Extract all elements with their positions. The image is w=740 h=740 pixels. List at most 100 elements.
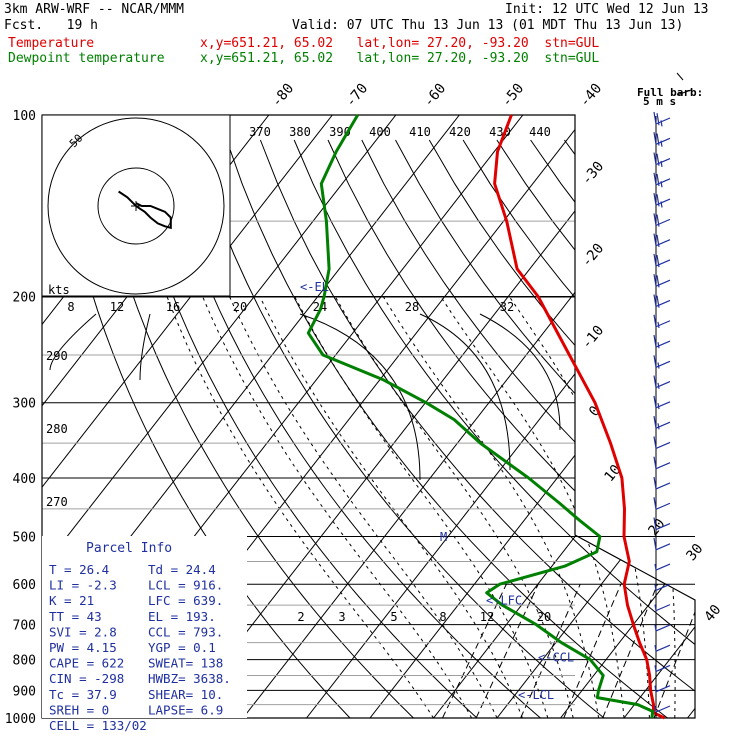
mixing-ratio-tick-label: 12: [480, 610, 494, 624]
hodograph-speed-label: 32: [500, 300, 514, 314]
wind-barb: [655, 644, 671, 652]
hodograph-speed-arc: [139, 313, 151, 381]
isotherm-line: [496, 115, 695, 718]
mixing-ratio-tick-label: 20: [537, 610, 551, 624]
wind-barb-flag: [653, 132, 657, 145]
mixing-ratio-line: [602, 584, 658, 718]
wind-barb-flag: [653, 497, 657, 510]
pressure-tick-label: 900: [13, 684, 36, 699]
dry-adiabat-line: [192, 139, 621, 718]
wind-barb-flag: [656, 275, 660, 288]
dry-adiabat-line: [563, 139, 695, 718]
wind-barb-flag: [656, 255, 660, 268]
parcel-info-row: LFC = 639.: [148, 593, 223, 608]
parcel-info-row: Td = 24.4: [148, 562, 216, 577]
parcel-info-row: SWEAT= 138: [148, 656, 223, 671]
wind-barb: [655, 705, 671, 713]
wind-barb: [655, 664, 671, 672]
isotherm-line: [369, 115, 695, 718]
mixing-ratio-line: [563, 584, 622, 718]
isotherm-tick-label: -30: [579, 159, 608, 189]
wind-barb-flag: [653, 152, 657, 165]
moist-adiabat-line: [166, 296, 434, 718]
moist-adiabat-line: [229, 296, 498, 718]
level-marker-label: <-CCL: [538, 650, 574, 664]
hodograph-speed-label: 8: [67, 300, 74, 314]
wind-barb-half: [657, 382, 660, 389]
theta-tick-label: 270: [46, 495, 68, 509]
moist-adiabat-line: [259, 296, 523, 718]
theta-tick-label: 380: [289, 125, 311, 139]
moist-adiabat-line: [440, 296, 625, 718]
mixing-ratio-line: [442, 584, 507, 718]
wind-barb-half: [657, 423, 660, 430]
theta-tick-label: 410: [409, 125, 431, 139]
mixing-ratio-line: [520, 584, 581, 718]
init-time: Init: 12 UTC Wed 12 Jun 13: [505, 2, 709, 17]
wind-barb-flag: [653, 334, 657, 348]
pressure-tick-label: 700: [13, 619, 36, 634]
isotherm-tick-label: -80: [269, 81, 298, 111]
wind-barb-half: [657, 321, 660, 329]
pressure-tick-label: 1000: [5, 712, 36, 727]
wind-barb-flag: [653, 274, 657, 287]
wind-barb-half: [654, 584, 657, 591]
wind-barb-half: [654, 563, 657, 571]
wind-scale-label: 5 m s: [643, 95, 676, 108]
wind-barb: [655, 482, 671, 490]
parcel-info-row: K = 21: [49, 593, 94, 608]
parcel-info-box: Parcel Info T = 26.4 Td = 24.4 LI = -2.3 LCL…: [42, 536, 247, 733]
isotherm-tick-label: -20: [579, 241, 608, 271]
wind-barb-flag: [653, 111, 657, 125]
mixing-ratio-tick-label: 5: [390, 610, 397, 624]
pressure-tick-label: 500: [13, 530, 36, 545]
wind-barb-flag: [656, 194, 660, 207]
isotherm-line: [42, 115, 333, 718]
wind-barb-flag: [653, 375, 657, 388]
wind-barb-half: [660, 201, 663, 208]
wind-barb-flag: [653, 314, 657, 327]
legend-temperature-name: Temperature: [8, 36, 95, 51]
isotherm-tick-label: 40: [701, 602, 724, 625]
wind-barb-flag: [653, 436, 657, 449]
isotherm-tick-label: -10: [579, 323, 608, 353]
hodograph-axis-label: kts: [48, 283, 70, 297]
isotherm-line: [179, 115, 651, 718]
wind-barb-flag: [653, 193, 657, 206]
pressure-tick-label: 100: [13, 109, 36, 124]
wind-barb: [655, 522, 671, 531]
melting-level-marker: M: [440, 530, 447, 544]
isotherm-line: [306, 115, 695, 718]
wind-barb: [655, 604, 671, 612]
wind-profile: Full barb:5 m s: [637, 72, 703, 718]
level-marker-label: <-EL: [300, 280, 329, 294]
parcel-info-row: EL = 193.: [148, 609, 216, 624]
wind-barb-flag: [653, 172, 657, 185]
isotherm-line: [242, 115, 695, 718]
parcel-info-bg: [42, 536, 247, 718]
wind-barb-flag: [653, 233, 657, 246]
parcel-info-row: Tc = 37.9: [49, 687, 117, 702]
hodograph: 50: [41, 114, 231, 297]
wind-barb: [655, 563, 671, 571]
parcel-info-row: YGP = 0.1: [148, 640, 216, 655]
wind-barb-flag: [656, 133, 660, 146]
dry-adiabat-line: [361, 139, 695, 718]
dry-adiabat-line: [733, 140, 740, 731]
dry-adiabat-line: [158, 139, 556, 718]
wind-barb-half: [654, 685, 657, 692]
wind-barb-half: [654, 604, 657, 611]
wind-barb-flag: [653, 456, 657, 469]
mixing-ratio-tick-label: 8: [439, 610, 446, 624]
wind-barb-flag: [656, 173, 660, 187]
legend-dewpoint-info: x,y=651.21, 65.02 lat,lon= 27.20, -93.20…: [200, 51, 600, 66]
isotherm-tick-label: -40: [577, 81, 606, 111]
wind-scale-label: Full barb:: [637, 86, 703, 99]
wind-barb: [655, 462, 671, 470]
moist-adiabat-line: [726, 297, 740, 719]
wind-barb-half: [657, 362, 660, 369]
hodograph-speed-arc: [419, 313, 511, 471]
wind-barb-flag: [653, 213, 657, 226]
pressure-tick-label: 400: [13, 472, 36, 487]
